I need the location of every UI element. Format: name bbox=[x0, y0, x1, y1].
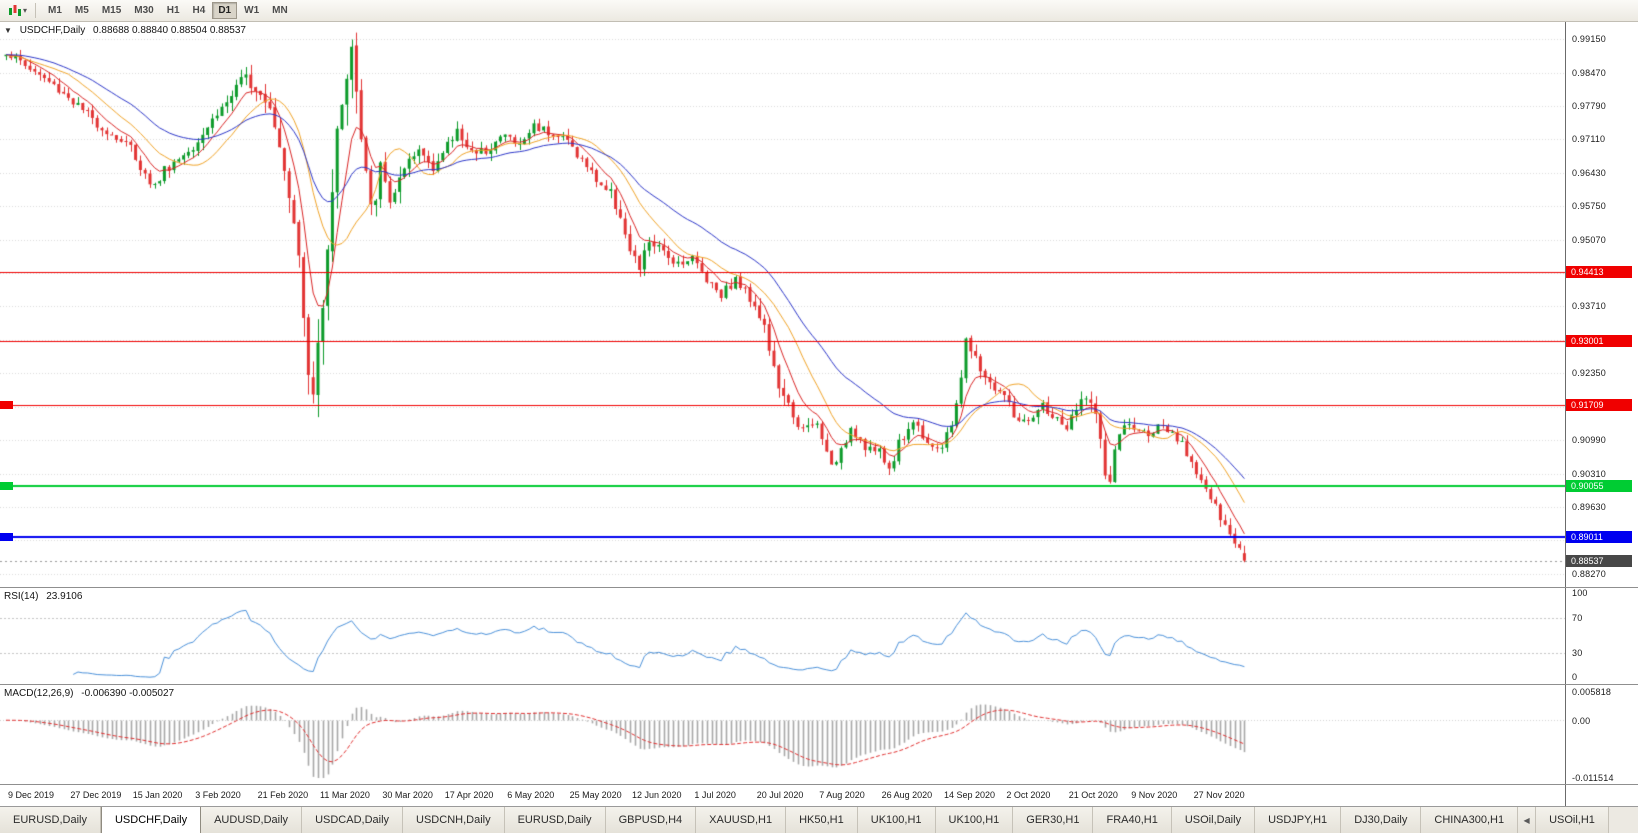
timeframe-button-d1[interactable]: D1 bbox=[212, 2, 238, 19]
rsi-panel[interactable]: RSI(14) 23.9106 100 70 30 0 bbox=[0, 588, 1638, 685]
date-axis-label: 25 May 2020 bbox=[569, 790, 622, 800]
chart-tab-bar: EURUSD,Daily USDCHF,Daily AUDUSD,Daily USDC… bbox=[0, 807, 1638, 833]
price-axis-label: 0.88270 bbox=[1572, 568, 1606, 579]
timeframe-button-h1[interactable]: H1 bbox=[166, 5, 180, 16]
date-axis-label: 2 Oct 2020 bbox=[1006, 790, 1051, 800]
chart-tab-usdcnh-daily[interactable]: USDCNH,Daily bbox=[403, 807, 505, 833]
date-axis-label: 7 Aug 2020 bbox=[819, 790, 865, 800]
chart-tab-ger30-h1[interactable]: GER30,H1 bbox=[1013, 807, 1094, 833]
hline-price-tag[interactable]: 0.89011 bbox=[1566, 531, 1632, 544]
chart-tab-usdcad-daily[interactable]: USDCAD,Daily bbox=[302, 807, 404, 833]
timeframe-button-m15[interactable]: M15 bbox=[101, 5, 122, 16]
timeframe-button-m1[interactable]: M1 bbox=[48, 5, 62, 16]
price-axis-label: 0.93710 bbox=[1572, 301, 1606, 312]
candlestick-chart-icon bbox=[9, 5, 21, 16]
chart-tab-hk50-h1[interactable]: HK50,H1 bbox=[786, 807, 858, 833]
tab-scroll-left-button[interactable]: ◀ bbox=[1518, 807, 1537, 833]
price-axis-label: 0.97110 bbox=[1572, 134, 1606, 145]
macd-axis-zero-label: 0.00 bbox=[1572, 715, 1591, 726]
rsi-axis-label: 70 bbox=[1572, 613, 1583, 624]
timeframe-button-m30[interactable]: M30 bbox=[134, 5, 154, 16]
macd-axis-bottom-label: -0.011514 bbox=[1572, 773, 1614, 783]
chart-tab-fra40-h1[interactable]: FRA40,H1 bbox=[1093, 807, 1172, 833]
date-axis-label: 15 Jan 2020 bbox=[132, 790, 183, 800]
timeframe-button-group: M1 M5 M15 M30 H1 H4 D1 W1 MN bbox=[42, 2, 294, 19]
date-axis-label: 9 Nov 2020 bbox=[1131, 790, 1178, 800]
price-axis-label: 0.97790 bbox=[1572, 101, 1606, 111]
price-axis-label: 0.95070 bbox=[1572, 234, 1606, 245]
price-axis-label: 0.90310 bbox=[1572, 468, 1606, 479]
date-axis-label: 30 Mar 2020 bbox=[382, 790, 433, 800]
rsi-axis-label: 0 bbox=[1572, 672, 1578, 682]
price-axis-label: 0.98470 bbox=[1572, 67, 1606, 78]
price-axis-label: 0.89630 bbox=[1572, 501, 1606, 512]
price-axis-label: 0.92350 bbox=[1572, 368, 1606, 379]
chart-tab-china300-h1[interactable]: CHINA300,H1 bbox=[1421, 807, 1519, 833]
date-axis-label: 12 Jun 2020 bbox=[632, 790, 682, 800]
toolbar: ▾ M1 M5 M15 M30 H1 H4 D1 W1 MN bbox=[0, 0, 1638, 22]
macd-canvas[interactable] bbox=[0, 685, 1565, 784]
rsi-axis[interactable]: 100 70 30 0 bbox=[1565, 588, 1638, 684]
timeframe-button-h4[interactable]: H4 bbox=[192, 5, 206, 16]
rsi-canvas[interactable] bbox=[0, 588, 1565, 684]
chart-type-button[interactable]: ▾ bbox=[4, 2, 31, 19]
timeframe-button-mn[interactable]: MN bbox=[272, 5, 288, 16]
chart-tab-uk100-h1[interactable]: UK100,H1 bbox=[857, 807, 936, 833]
hline-price-tag[interactable]: 0.90055 bbox=[1566, 480, 1632, 493]
symbol-dropdown-icon[interactable]: ▼ bbox=[4, 26, 12, 35]
price-chart-panel[interactable]: ▼ USDCHF,Daily 0.88688 0.88840 0.88504 0… bbox=[0, 22, 1638, 588]
hline-left-anchor[interactable] bbox=[0, 482, 13, 491]
axis-corner bbox=[1565, 785, 1638, 806]
chart-tab-xauusd-h1[interactable]: XAUUSD,H1 bbox=[696, 807, 787, 833]
chart-tab-usoil-h1[interactable]: USOil,H1 bbox=[1536, 807, 1609, 833]
price-axis[interactable]: 0.99150 0.98470 0.97790 0.97110 0.96430 0.957… bbox=[1565, 22, 1638, 587]
dropdown-caret-icon: ▾ bbox=[23, 5, 28, 15]
date-axis-label: 21 Feb 2020 bbox=[257, 790, 309, 800]
chart-region: ▼ USDCHF,Daily 0.88688 0.88840 0.88504 0… bbox=[0, 22, 1638, 807]
rsi-axis-label: 30 bbox=[1572, 647, 1583, 658]
date-axis-label: 21 Oct 2020 bbox=[1068, 790, 1118, 800]
date-axis-label: 6 May 2020 bbox=[507, 790, 555, 800]
hline-left-anchor[interactable] bbox=[0, 400, 13, 409]
price-axis-label: 0.90990 bbox=[1572, 435, 1606, 446]
chart-tab-eurusd-daily[interactable]: EURUSD,Daily bbox=[504, 807, 606, 833]
date-axis-label: 27 Nov 2020 bbox=[1193, 790, 1245, 800]
hline-price-tag[interactable]: 0.91709 bbox=[1566, 398, 1632, 411]
chart-tab-audusd-daily[interactable]: AUDUSD,Daily bbox=[201, 807, 303, 833]
chart-tab-dj30-daily[interactable]: DJ30,Daily bbox=[1341, 807, 1422, 833]
price-axis-label: 0.95750 bbox=[1572, 201, 1606, 212]
timeframe-button-w1[interactable]: W1 bbox=[244, 5, 260, 16]
chart-tab-eurusd-daily[interactable]: EURUSD,Daily bbox=[0, 807, 101, 833]
time-axis[interactable]: 9 Dec 2019 27 Dec 2019 15 Jan 2020 3 Feb 20… bbox=[0, 785, 1638, 807]
date-axis-label: 20 Jul 2020 bbox=[756, 790, 804, 800]
current-price-tag: 0.88537 bbox=[1566, 554, 1632, 567]
timeframe-button-m5[interactable]: M5 bbox=[74, 5, 89, 16]
main-chart-canvas[interactable] bbox=[0, 22, 1565, 587]
date-axis-label: 17 Apr 2020 bbox=[444, 790, 494, 800]
macd-axis[interactable]: 0.005818 0.00 -0.011514 bbox=[1565, 685, 1638, 784]
date-axis-label: 27 Dec 2019 bbox=[70, 790, 122, 800]
date-axis-label: 1 Jul 2020 bbox=[694, 790, 736, 800]
hline-price-tag[interactable]: 0.94413 bbox=[1566, 265, 1632, 278]
date-axis-label: 3 Feb 2020 bbox=[195, 790, 241, 800]
chart-tab-usdchf-daily[interactable]: USDCHF,Daily bbox=[100, 807, 202, 833]
chart-tab-usdjpy-h1[interactable]: USDJPY,H1 bbox=[1255, 807, 1342, 833]
date-axis-label: 26 Aug 2020 bbox=[881, 790, 933, 800]
chart-tab-usoil-daily[interactable]: USOil,Daily bbox=[1171, 807, 1256, 833]
date-axis-label: 11 Mar 2020 bbox=[320, 790, 370, 800]
macd-panel[interactable]: MACD(12,26,9) -0.006390 -0.005027 0.0058… bbox=[0, 685, 1638, 785]
macd-axis-top-label: 0.005818 bbox=[1572, 687, 1612, 697]
toolbar-separator bbox=[35, 3, 37, 18]
hline-price-tag[interactable]: 0.93001 bbox=[1566, 335, 1632, 348]
date-axis-label: 9 Dec 2019 bbox=[8, 790, 55, 800]
chart-tab-uk100-h1[interactable]: UK100,H1 bbox=[935, 807, 1014, 833]
price-axis-label: 0.96430 bbox=[1572, 167, 1606, 178]
rsi-axis-label: 100 bbox=[1572, 588, 1588, 598]
price-axis-label: 0.99150 bbox=[1572, 34, 1606, 45]
date-axis-label: 14 Sep 2020 bbox=[944, 790, 996, 800]
hline-left-anchor[interactable] bbox=[0, 533, 13, 542]
chart-tab-gbpusd-h4[interactable]: GBPUSD,H4 bbox=[605, 807, 697, 833]
